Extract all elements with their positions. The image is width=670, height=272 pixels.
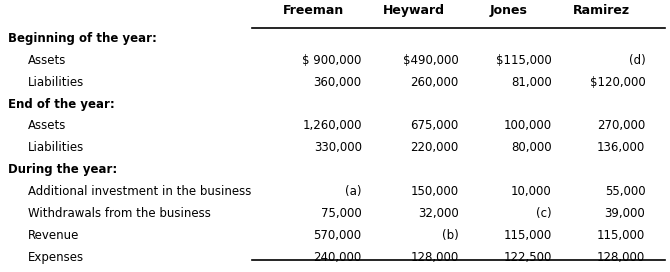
Text: 122,500: 122,500 xyxy=(503,251,552,264)
Text: (a): (a) xyxy=(345,185,362,198)
Text: 330,000: 330,000 xyxy=(314,141,362,154)
Text: Withdrawals from the business: Withdrawals from the business xyxy=(28,207,211,220)
Text: End of the year:: End of the year: xyxy=(8,98,115,110)
Text: 360,000: 360,000 xyxy=(314,76,362,89)
Text: $115,000: $115,000 xyxy=(496,54,552,67)
Text: 128,000: 128,000 xyxy=(410,251,458,264)
Text: 220,000: 220,000 xyxy=(410,141,458,154)
Text: 570,000: 570,000 xyxy=(314,229,362,242)
Text: 81,000: 81,000 xyxy=(511,76,552,89)
Text: (b): (b) xyxy=(442,229,458,242)
Text: $490,000: $490,000 xyxy=(403,54,458,67)
Text: 675,000: 675,000 xyxy=(410,119,458,132)
Text: 240,000: 240,000 xyxy=(314,251,362,264)
Text: Assets: Assets xyxy=(28,119,66,132)
Text: 128,000: 128,000 xyxy=(597,251,645,264)
Text: 39,000: 39,000 xyxy=(604,207,645,220)
Text: 10,000: 10,000 xyxy=(511,185,552,198)
Text: 55,000: 55,000 xyxy=(604,185,645,198)
Text: (d): (d) xyxy=(628,54,645,67)
Text: 100,000: 100,000 xyxy=(504,119,552,132)
Text: Liabilities: Liabilities xyxy=(28,76,84,89)
Text: Beginning of the year:: Beginning of the year: xyxy=(8,32,157,45)
Text: 75,000: 75,000 xyxy=(321,207,362,220)
Text: Liabilities: Liabilities xyxy=(28,141,84,154)
Text: Assets: Assets xyxy=(28,54,66,67)
Text: $120,000: $120,000 xyxy=(590,76,645,89)
Text: 115,000: 115,000 xyxy=(504,229,552,242)
Text: $ 900,000: $ 900,000 xyxy=(302,54,362,67)
Text: 115,000: 115,000 xyxy=(597,229,645,242)
Text: Ramirez: Ramirez xyxy=(574,4,630,17)
Text: Revenue: Revenue xyxy=(28,229,80,242)
Text: Jones: Jones xyxy=(490,4,527,17)
Text: During the year:: During the year: xyxy=(8,163,117,176)
Text: Expenses: Expenses xyxy=(28,251,84,264)
Text: 32,000: 32,000 xyxy=(417,207,458,220)
Text: 150,000: 150,000 xyxy=(410,185,458,198)
Text: 1,260,000: 1,260,000 xyxy=(302,119,362,132)
Text: 260,000: 260,000 xyxy=(410,76,458,89)
Text: 80,000: 80,000 xyxy=(511,141,552,154)
Text: Freeman: Freeman xyxy=(283,4,344,17)
Text: 136,000: 136,000 xyxy=(597,141,645,154)
Text: Heyward: Heyward xyxy=(383,4,444,17)
Text: Additional investment in the business: Additional investment in the business xyxy=(28,185,251,198)
Text: (c): (c) xyxy=(536,207,552,220)
Text: 270,000: 270,000 xyxy=(597,119,645,132)
